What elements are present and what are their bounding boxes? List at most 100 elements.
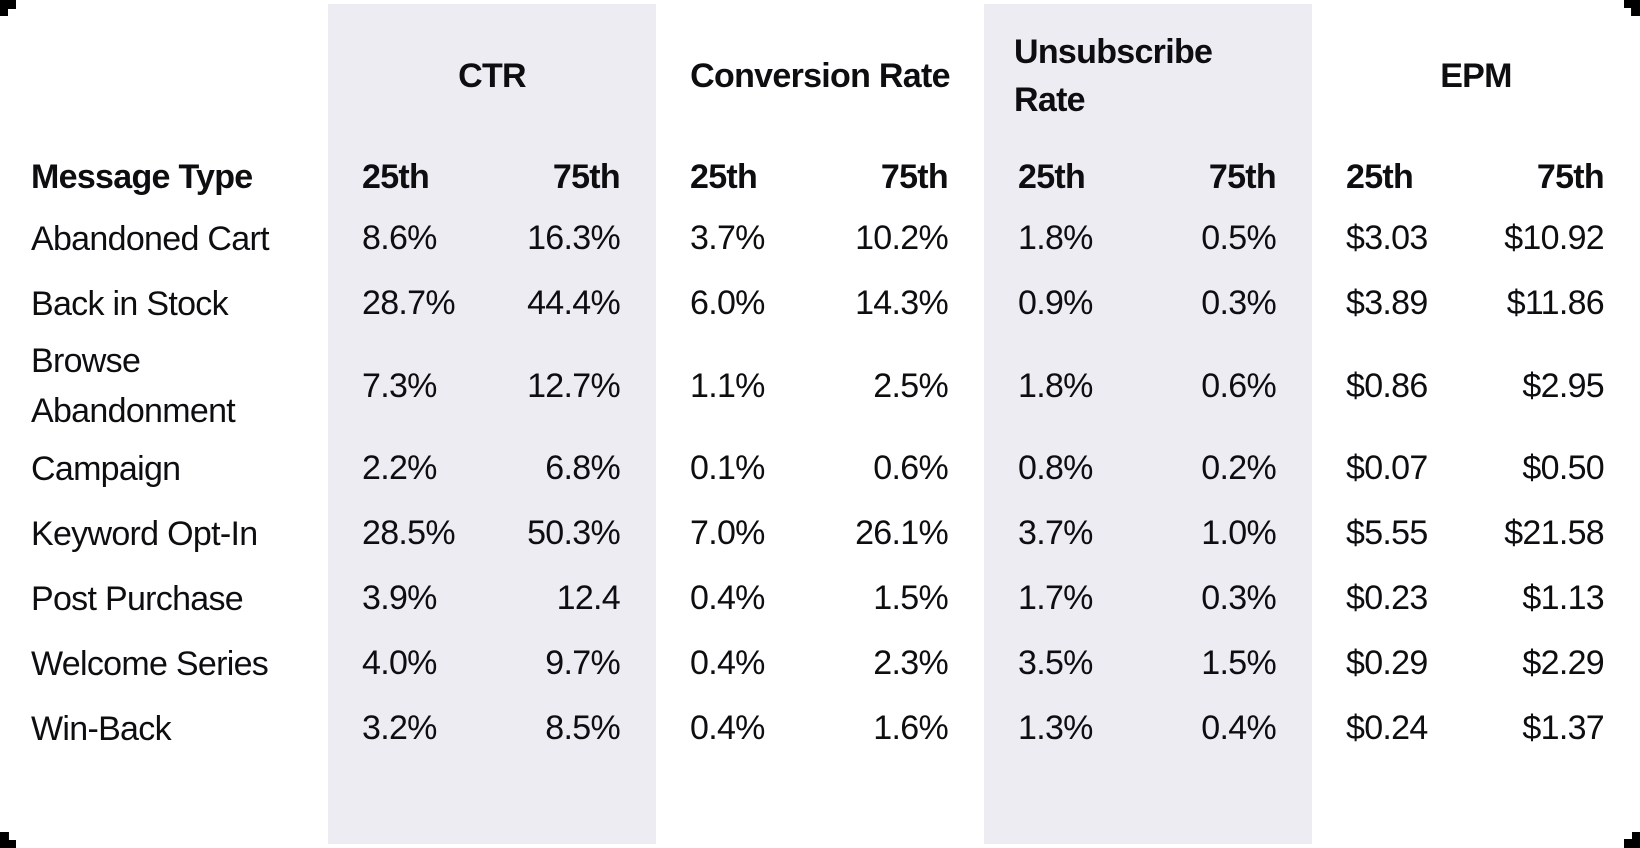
table-cell: 8.6% [362,219,437,257]
table-cell: $3.03 [1346,219,1428,257]
table-cell: 1.5% [1201,644,1276,682]
group-header-unsubscribe-rate: Unsubscribe Rate [1014,33,1213,119]
table-row-welcome-series: Welcome Series 4.0% 9.7% 0.4% 2.3% 3.5% … [0,631,1640,696]
table-cell: 3.7% [690,219,765,257]
table-cell: 0.1% [690,449,765,487]
table-cell: 0.5% [1201,219,1276,257]
table-cell: 2.5% [873,366,948,405]
table-cell: 0.4% [690,579,765,617]
group-header-epm: EPM [1440,57,1512,95]
table-cell: 7.3% [362,366,437,405]
column-header-conversion-25th: 25th [690,157,758,196]
table-cell: 3.7% [1018,514,1093,552]
table-cell: 6.8% [545,449,620,487]
table-row-post-purchase: Post Purchase 3.9% 12.4 0.4% 1.5% 1.7% 0… [0,566,1640,631]
row-label: Back in Stock [31,284,229,323]
row-label: Win-Back [31,709,172,748]
table-cell: 1.1% [690,366,765,405]
table-cell: 1.8% [1018,366,1093,405]
table-cell: 0.6% [1201,366,1276,405]
group-header-ctr: CTR [458,57,526,95]
table-cell: $3.89 [1346,284,1428,322]
table-row-campaign: Campaign 2.2% 6.8% 0.1% 0.6% 0.8% 0.2% $… [0,436,1640,501]
table-cell: $0.24 [1346,709,1428,747]
column-header-epm-25th: 25th [1346,157,1414,196]
table-cell: 3.5% [1018,644,1093,682]
table-row-browse-abandonment: Browse Abandonment 7.3% 12.7% 1.1% 2.5% … [0,336,1640,436]
table-cell: 6.0% [690,284,765,322]
table-cell: 0.4% [1201,709,1276,747]
table-cell: 10.2% [855,219,949,257]
table-cell: 12.4 [556,579,621,617]
table-cell: $2.29 [1522,644,1604,682]
table-cell: 1.5% [873,579,948,617]
table-cell: 8.5% [545,709,620,747]
table-cell: $0.07 [1346,449,1428,487]
group-header-conversion-rate: Conversion Rate [690,57,950,95]
table-cell: $2.95 [1522,366,1604,405]
table-cell: $0.50 [1522,449,1604,487]
column-header-ctr-75th: 75th [552,157,621,196]
column-header-epm-75th: 75th [1536,157,1605,196]
table-cell: 0.8% [1018,449,1093,487]
group-header-row: CTR Conversion Rate Unsubscribe Rate EPM [0,0,1640,148]
table-cell: 1.3% [1018,709,1093,747]
table-cell: 0.9% [1018,284,1093,322]
table-cell: $21.58 [1504,514,1604,552]
column-header-conversion-75th: 75th [880,157,949,196]
table-cell: 16.3% [527,219,621,257]
metrics-table: CTR Conversion Rate Unsubscribe Rate EPM… [0,0,1640,761]
table-cell: 3.9% [362,579,437,617]
row-label: Post Purchase [31,579,244,618]
table-cell: 44.4% [527,284,621,322]
row-label: Welcome Series [31,644,269,683]
table-cell: 28.7% [362,284,456,322]
column-header-unsubscribe-75th: 75th [1208,157,1277,196]
crop-mark-bottom-left-icon [0,832,16,848]
table-cell: $1.37 [1522,709,1604,747]
table-cell: 2.2% [362,449,437,487]
column-header-unsubscribe-25th: 25th [1018,157,1086,196]
table-cell: 0.3% [1201,579,1276,617]
column-header-ctr-25th: 25th [362,157,430,196]
table-cell: 0.2% [1201,449,1276,487]
row-label: Keyword Opt-In [31,514,258,553]
table-cell: $0.29 [1346,644,1428,682]
table-cell: 3.2% [362,709,437,747]
table-cell: 0.3% [1201,284,1276,322]
table-cell: 0.6% [873,449,948,487]
column-header-row: Message Type 25th 75th 25th 75th 25th 75… [0,148,1640,206]
table-row-back-in-stock: Back in Stock 28.7% 44.4% 6.0% 14.3% 0.9… [0,271,1640,336]
table-cell: 1.8% [1018,219,1093,257]
table-cell: 9.7% [545,644,620,682]
table-cell: 28.5% [362,514,456,552]
unsubscribe-column-band [984,4,1312,844]
table-cell: 50.3% [527,514,621,552]
table-cell: 0.4% [690,644,765,682]
table-cell: 2.3% [873,644,948,682]
table-cell: $11.86 [1506,284,1605,322]
table-cell: 4.0% [362,644,437,682]
column-header-message-type: Message Type [31,158,253,196]
table-cell: 1.0% [1201,514,1276,552]
table-cell: $10.92 [1504,219,1604,257]
table-cell: 12.7% [527,366,621,405]
table-cell: $0.86 [1346,366,1428,405]
table-cell: 0.4% [690,709,765,747]
table-cell: 14.3% [855,284,949,322]
row-label: Browse Abandonment [31,342,236,430]
table-cell: $5.55 [1346,514,1428,552]
table-row-keyword-opt-in: Keyword Opt-In 28.5% 50.3% 7.0% 26.1% 3.… [0,501,1640,566]
ctr-column-band [328,4,656,844]
table-row-win-back: Win-Back 3.2% 8.5% 0.4% 1.6% 1.3% 0.4% $… [0,696,1640,761]
row-label: Abandoned Cart [31,219,270,258]
table-row-abandoned-cart: Abandoned Cart 8.6% 16.3% 3.7% 10.2% 1.8… [0,206,1640,271]
table-cell: 7.0% [690,514,765,552]
table-cell: 1.7% [1018,579,1093,617]
row-label: Campaign [31,449,181,488]
table-cell: 26.1% [855,514,949,552]
crop-mark-bottom-right-icon [1624,832,1640,848]
table-cell: $1.13 [1522,579,1604,617]
table-cell: 1.6% [873,709,948,747]
